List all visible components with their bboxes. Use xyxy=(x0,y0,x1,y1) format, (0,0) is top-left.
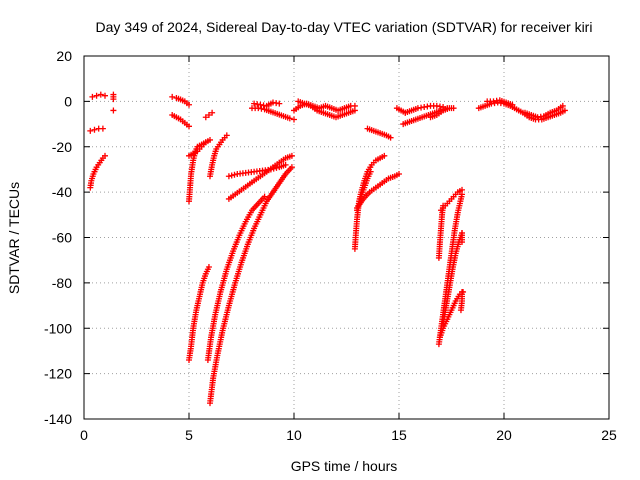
plot-frame xyxy=(83,55,610,420)
data-point xyxy=(457,307,464,314)
data-point xyxy=(387,134,394,141)
data-point xyxy=(97,91,104,98)
data-point xyxy=(228,172,235,179)
data-point xyxy=(459,191,465,198)
y-tick-label: -80 xyxy=(52,275,72,291)
data-point xyxy=(93,92,100,99)
data-point xyxy=(270,165,277,172)
x-tick-label: 20 xyxy=(496,427,512,443)
tick-labels: 0 5 10 15 20 25 20 0 -20 -40 -60 -80 -100 -120 -140 xyxy=(44,48,617,443)
y-tick-label: 20 xyxy=(56,48,72,64)
data-point xyxy=(207,136,213,143)
x-tick-label: 25 xyxy=(601,427,617,443)
x-tick-label: 5 xyxy=(185,427,193,443)
x-tick-label: 0 xyxy=(80,427,88,443)
x-axis-label: GPS time / hours xyxy=(291,458,398,474)
data-point xyxy=(288,152,295,159)
data-point xyxy=(282,161,289,168)
data-point xyxy=(276,100,283,107)
y-tick-label: -40 xyxy=(52,184,72,200)
y-tick-label: -60 xyxy=(52,230,72,246)
y-axis-label: SDTVAR / TECUs xyxy=(6,182,22,294)
data-point xyxy=(202,114,209,121)
data-point xyxy=(396,170,402,177)
data-point xyxy=(110,107,117,114)
data-point xyxy=(291,116,297,123)
grid xyxy=(84,56,609,419)
data-point xyxy=(99,125,106,132)
data-point xyxy=(186,123,192,130)
x-tick-label: 10 xyxy=(286,427,302,443)
data-point xyxy=(169,93,176,100)
data-point xyxy=(367,168,374,175)
data-point xyxy=(351,107,358,114)
data-point xyxy=(286,115,293,122)
data-point xyxy=(267,166,274,173)
data-point xyxy=(261,193,268,200)
y-tick-label: -100 xyxy=(44,320,72,336)
y-tick-label: -140 xyxy=(44,411,72,427)
data-point xyxy=(231,171,238,178)
data-point xyxy=(273,164,280,171)
chart-title: Day 349 of 2024, Sidereal Day-to-day VTE… xyxy=(96,19,593,35)
x-tick-label: 15 xyxy=(391,427,407,443)
data-point xyxy=(225,173,232,180)
data-point xyxy=(89,93,96,100)
data-points xyxy=(87,91,568,407)
data-point xyxy=(459,239,465,246)
data-point xyxy=(110,96,117,103)
y-tick-label: -20 xyxy=(52,139,72,155)
data-point xyxy=(205,263,212,270)
data-point xyxy=(450,105,457,112)
data-point xyxy=(561,107,568,114)
data-point xyxy=(509,101,516,108)
y-tick-label: 0 xyxy=(64,93,72,109)
data-point xyxy=(186,101,192,108)
data-point xyxy=(87,127,94,134)
data-point xyxy=(91,126,98,133)
data-point xyxy=(102,152,108,159)
axis-ticks xyxy=(83,55,610,420)
data-point xyxy=(209,109,216,116)
data-point xyxy=(102,92,108,99)
data-point xyxy=(381,152,388,159)
data-point xyxy=(559,102,566,109)
y-tick-label: -120 xyxy=(44,366,72,382)
data-point xyxy=(223,132,230,139)
data-point xyxy=(288,164,295,171)
data-point xyxy=(205,111,212,118)
